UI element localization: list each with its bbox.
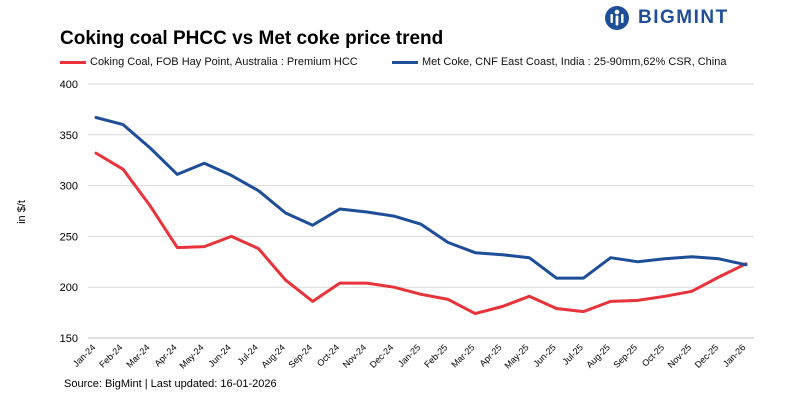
- x-tick-label: May-25: [502, 342, 530, 370]
- x-tick-label: Aug-24: [259, 342, 287, 370]
- x-tick-label: Mar-25: [449, 342, 476, 369]
- x-tick-label: May-24: [177, 342, 205, 370]
- legend-item-coking-coal: Coking Coal, FOB Hay Point, Australia : …: [60, 56, 358, 68]
- x-tick-label: Jan-24: [71, 342, 98, 369]
- x-tick-label: Sep-24: [286, 342, 314, 370]
- legend-swatch-met-coke: [392, 60, 418, 64]
- series-line-met-coke: [94, 116, 748, 280]
- y-tick-label: 150: [60, 333, 78, 345]
- y-tick-label: 350: [60, 130, 78, 142]
- x-tick-label: Dec-24: [368, 342, 396, 370]
- legend-label-met-coke: Met Coke, CNF East Coast, India : 25-90m…: [422, 56, 727, 68]
- legend-swatch-coking-coal: [60, 60, 86, 64]
- x-tick-label: Sep-25: [611, 342, 639, 370]
- x-tick-label: Nov-25: [666, 342, 694, 370]
- x-tick-label: Jan-25: [396, 342, 423, 369]
- brand-name: BIGMINT: [638, 7, 729, 28]
- bigmint-logo-icon: [605, 6, 629, 30]
- y-tick-label: 300: [60, 181, 78, 193]
- brand-logo: BIGMINT: [604, 4, 729, 32]
- x-tick-label: Jan-26: [721, 342, 748, 369]
- x-tick-label: Oct-24: [315, 342, 341, 368]
- x-tick-label: Dec-25: [693, 342, 721, 370]
- x-tick-label: Jun-24: [206, 342, 233, 369]
- x-tick-label: Mar-24: [124, 342, 151, 369]
- x-tick-label: Oct-25: [640, 342, 666, 368]
- source-note: Source: BigMint | Last updated: 16-01-20…: [64, 378, 277, 390]
- x-tick-label: Jul-25: [561, 342, 585, 366]
- x-tick-label: Feb-25: [422, 342, 449, 369]
- x-tick-label: Apr-25: [477, 342, 503, 368]
- series-line-coking-coal: [94, 151, 748, 316]
- y-tick-label: 400: [60, 79, 78, 91]
- x-tick-label: Feb-24: [97, 342, 124, 369]
- x-tick-label: Aug-25: [584, 342, 612, 370]
- x-tick-label: Jul-24: [236, 342, 260, 366]
- chart-title: Coking coal PHCC vs Met coke price trend: [60, 28, 444, 49]
- y-tick-label: 250: [60, 231, 78, 243]
- x-tick-label: Apr-24: [152, 342, 178, 368]
- x-tick-label: Nov-24: [341, 342, 369, 370]
- y-tick-label: 200: [60, 282, 78, 294]
- legend-label-coking-coal: Coking Coal, FOB Hay Point, Australia : …: [90, 56, 358, 68]
- legend-item-met-coke: Met Coke, CNF East Coast, India : 25-90m…: [392, 56, 726, 68]
- chart-legend: Coking Coal, FOB Hay Point, Australia : …: [60, 56, 800, 72]
- x-tick-label: Jun-25: [531, 342, 558, 369]
